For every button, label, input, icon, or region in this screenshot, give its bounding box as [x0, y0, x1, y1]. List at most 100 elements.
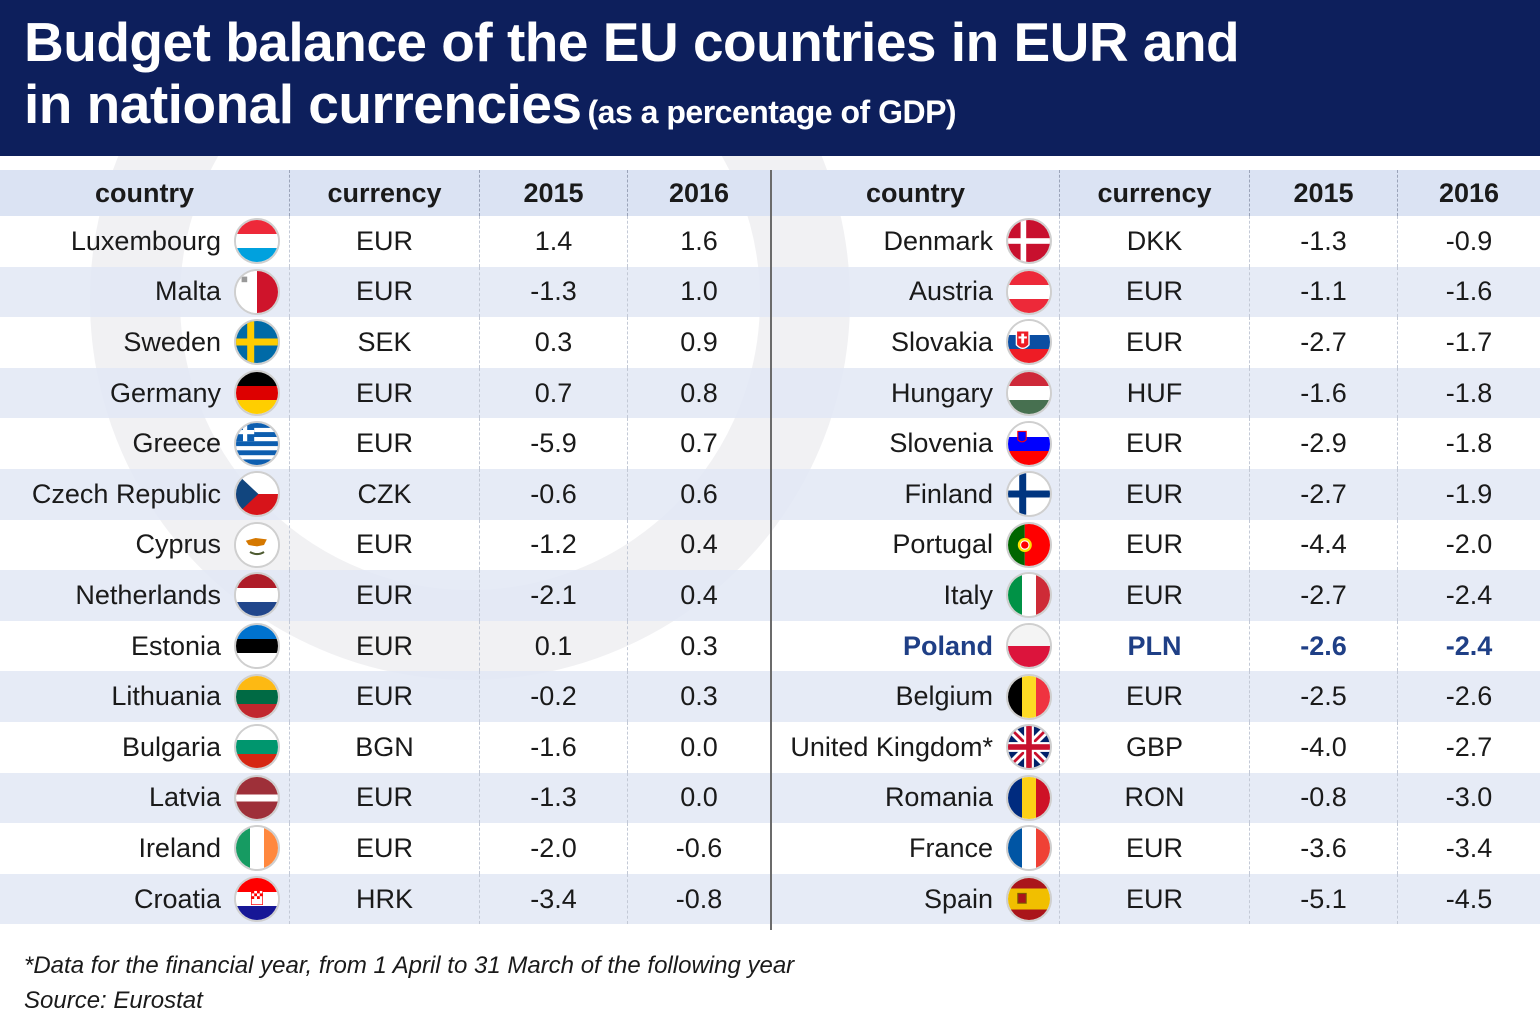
- country-cell: Hungary: [772, 367, 1060, 419]
- header-2016: 2016: [668, 177, 730, 208]
- flag-portugal-icon: [1006, 521, 1052, 568]
- flag-slovakia-icon: [1006, 319, 1052, 366]
- flag-ireland-icon: [234, 825, 280, 872]
- country-cell-text: Luxembourg: [70, 225, 221, 256]
- table-row: Greece EUR -5.9 0.7: [0, 418, 770, 469]
- currency-cell-text: EUR: [355, 832, 413, 863]
- flag-latvia-icon: [234, 774, 280, 821]
- country-cell: Denmark: [772, 216, 1060, 267]
- flag-italy-icon: [1006, 572, 1052, 619]
- flag-spain-icon: [1006, 876, 1052, 923]
- value-2015-cell: -4.0: [1250, 721, 1398, 773]
- value-2016-cell-text: 0.0: [680, 731, 718, 762]
- value-2015-cell-text: -1.1: [1300, 276, 1347, 307]
- currency-cell: EUR: [1060, 823, 1250, 874]
- value-2015-cell-text: -4.0: [1300, 731, 1347, 762]
- table-row: Romania RON -0.8 -3.0: [772, 772, 1540, 824]
- currency-cell: HRK: [290, 873, 480, 925]
- table-row: Bulgaria BGN -1.6 0.0: [0, 721, 770, 773]
- header-currency: currency: [1060, 170, 1250, 216]
- value-2015-cell: 1.4: [480, 216, 628, 267]
- value-2016-cell-text: -1.8: [1445, 377, 1493, 408]
- country-cell: Spain: [772, 873, 1060, 925]
- country-cell-text: Belgium: [895, 681, 993, 712]
- currency-cell-text: EUR: [1125, 276, 1183, 307]
- country-cell: Bulgaria: [0, 721, 290, 773]
- currency-cell-text: HRK: [355, 883, 413, 914]
- value-2016-cell: 0.0: [628, 773, 770, 824]
- value-2016-cell-text: 0.3: [680, 630, 718, 661]
- currency-cell-text: EUR: [355, 428, 413, 459]
- flag-luxembourg-icon: [234, 218, 280, 265]
- country-cell-text: Ireland: [138, 832, 221, 863]
- value-2015-cell-text: -2.5: [1300, 681, 1347, 712]
- currency-cell-text: EUR: [1125, 478, 1183, 509]
- currency-cell: BGN: [290, 721, 480, 773]
- currency-cell-text: SEK: [357, 326, 412, 357]
- country-cell-text: Netherlands: [75, 579, 221, 610]
- value-2016-cell: -1.7: [1398, 317, 1540, 368]
- value-2016-cell-text: -4.5: [1445, 883, 1493, 914]
- value-2016-cell-text: -2.7: [1445, 731, 1493, 762]
- country-cell-text: Greece: [132, 428, 221, 459]
- country-cell: Estonia: [0, 620, 290, 672]
- country-cell-text: Bulgaria: [121, 731, 221, 762]
- value-2016-cell-text: 0.7: [680, 428, 718, 459]
- currency-cell-text: EUR: [1125, 326, 1183, 357]
- currency-cell-text: EUR: [355, 276, 413, 307]
- currency-cell-text: EUR: [355, 630, 413, 661]
- country-cell: Slovakia: [772, 317, 1060, 368]
- flag-romania-icon: [1006, 774, 1052, 821]
- country-cell: Poland: [772, 620, 1060, 672]
- page-title-line1: Budget balance of the EU countries in EU…: [24, 11, 1240, 73]
- value-2015-cell-text: -1.3: [530, 276, 577, 307]
- table-row: Sweden SEK 0.3 0.9: [0, 317, 770, 368]
- country-cell-text: United Kingdom*: [790, 731, 993, 762]
- value-2015-cell-text: -3.6: [1300, 832, 1347, 863]
- country-cell-text: Malta: [154, 276, 221, 307]
- value-2016-cell: -4.5: [1398, 874, 1540, 925]
- value-2015-cell: -4.4: [1250, 519, 1398, 571]
- value-2015-cell-text: -2.7: [1300, 478, 1347, 509]
- country-cell-text: Spain: [923, 883, 993, 914]
- value-2016-cell: -2.0: [1398, 520, 1540, 571]
- value-2016-cell-text: 0.4: [680, 579, 718, 610]
- currency-cell-text: PLN: [1127, 630, 1182, 661]
- value-2015-cell: -1.3: [480, 772, 628, 824]
- value-2016-cell: -2.6: [1398, 671, 1540, 722]
- value-2015-cell: 0.3: [480, 317, 628, 368]
- currency-cell: EUR: [1060, 671, 1250, 722]
- country-cell: Ireland: [0, 823, 290, 874]
- budget-balance-table: country currency 2015 2016 Luxembourg EUR…: [0, 170, 1540, 930]
- value-2016-cell: 1.0: [628, 267, 770, 318]
- flag-belgium-icon: [1006, 673, 1052, 720]
- value-2016-cell-text: -0.8: [675, 883, 723, 914]
- currency-cell-text: DKK: [1126, 225, 1183, 256]
- country-cell: Malta: [0, 266, 290, 318]
- table-row: Slovakia EUR -2.7 -1.7: [772, 317, 1540, 368]
- country-cell: Germany: [0, 367, 290, 419]
- flag-lithuania-icon: [234, 673, 280, 720]
- value-2015-cell: 0.1: [480, 620, 628, 672]
- value-2016-cell: 0.4: [628, 570, 770, 621]
- table-row: Germany EUR 0.7 0.8: [0, 367, 770, 419]
- value-2016-cell: 0.9: [628, 317, 770, 368]
- flag-malta-icon: [234, 268, 280, 315]
- currency-cell: EUR: [1060, 570, 1250, 621]
- value-2016-cell-text: 1.0: [680, 276, 718, 307]
- flag-netherlands-icon: [234, 572, 280, 619]
- country-cell-text: Hungary: [890, 377, 993, 408]
- currency-cell: EUR: [1060, 266, 1250, 318]
- value-2015-cell: -2.7: [1250, 468, 1398, 520]
- currency-cell-text: EUR: [355, 377, 413, 408]
- value-2015-cell-text: -1.6: [1300, 377, 1347, 408]
- value-2015-cell-text: -2.7: [1300, 579, 1347, 610]
- value-2015-cell: -2.6: [1250, 620, 1398, 672]
- value-2016-cell: -2.7: [1398, 722, 1540, 773]
- value-2015-cell-text: -0.6: [530, 478, 577, 509]
- currency-cell: EUR: [290, 823, 480, 874]
- currency-cell-text: EUR: [1125, 883, 1183, 914]
- country-cell-text: Poland: [902, 630, 993, 661]
- currency-cell-text: EUR: [1125, 579, 1183, 610]
- value-2016-cell-text: -1.9: [1445, 478, 1493, 509]
